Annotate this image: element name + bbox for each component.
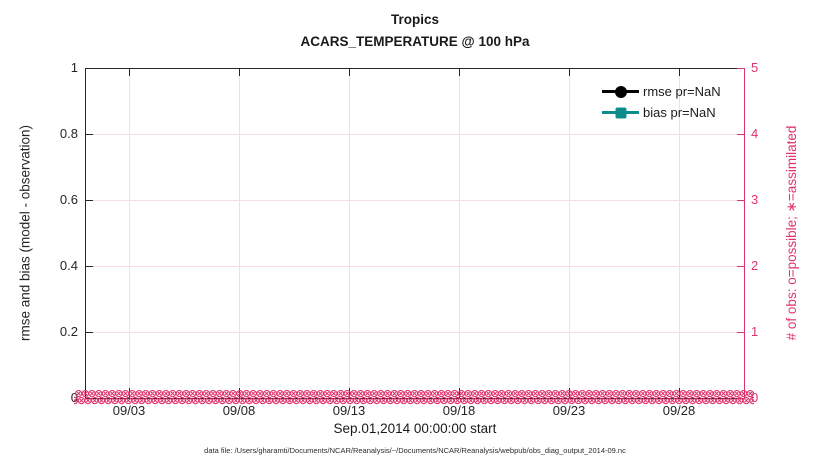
x-tick-top [349, 69, 350, 76]
plot-title: Tropics [390, 12, 439, 27]
x-tick-top [129, 69, 131, 76]
y-tick-left [86, 332, 93, 333]
x-gridline [129, 69, 131, 397]
y-tick-label-right: 2 [751, 258, 759, 273]
x-tick-bottom [349, 388, 350, 398]
x-tick-label: 09/13 [332, 403, 366, 418]
y-tick-label-right: 0 [751, 390, 759, 405]
bias-square-marker [615, 107, 626, 118]
legend-label-rmse: rmse pr=NaN [643, 84, 721, 99]
y-tick-label-left: 0.6 [59, 192, 78, 207]
y-tick-right [737, 68, 744, 69]
rmse-line-sample [602, 85, 639, 98]
legend-item-bias: bias pr=NaN [602, 102, 721, 123]
y-tick-left [86, 68, 93, 69]
y-tick-left [86, 134, 93, 135]
legend-label-bias: bias pr=NaN [643, 105, 716, 120]
y-gridline [86, 332, 744, 333]
x-tick-bottom [568, 388, 570, 398]
x-tick-top [238, 69, 240, 76]
x-tick-bottom [679, 388, 680, 398]
y-tick-right [737, 134, 744, 135]
y-tick-label-right: 1 [751, 324, 759, 339]
x-tick-label: 09/18 [442, 403, 476, 418]
plot-top-spine [85, 68, 745, 69]
legend: rmse pr=NaN bias pr=NaN [602, 81, 721, 123]
right-y-axis-label: # of obs: o=possible; ∗=assimilated [784, 125, 799, 341]
y-tick-label-right: 4 [751, 126, 759, 141]
obs-count-marker-band: ⊗⊗⊗⊗⊗⊗⊗⊗⊗⊗⊗⊗⊗⊗⊗⊗⊗⊗⊗⊗⊗⊗⊗⊗⊗⊗⊗⊗⊗⊗⊗⊗⊗⊗⊗⊗⊗⊗⊗⊗… [74, 390, 754, 406]
plot-subtitle: ACARS_TEMPERATURE @ 100 hPa [300, 34, 530, 49]
y-tick-right [737, 200, 744, 201]
y-tick-label-left: 0.2 [59, 324, 78, 339]
y-tick-label-right: 3 [751, 192, 759, 207]
x-tick-top [568, 69, 570, 76]
x-tick-label: 09/08 [222, 403, 256, 418]
x-gridline [238, 69, 240, 397]
x-tick-bottom [238, 388, 240, 398]
legend-item-rmse: rmse pr=NaN [602, 81, 721, 102]
x-tick-top [679, 69, 680, 76]
y-gridline [86, 266, 744, 267]
obs-marker-row: ⊗⊗⊗⊗⊗⊗⊗⊗⊗⊗⊗⊗⊗⊗⊗⊗⊗⊗⊗⊗⊗⊗⊗⊗⊗⊗⊗⊗⊗⊗⊗⊗⊗⊗⊗⊗⊗⊗⊗⊗… [74, 390, 754, 400]
x-tick-label: 09/23 [552, 403, 586, 418]
y-tick-left [86, 200, 93, 201]
x-tick-label: 09/28 [662, 403, 696, 418]
y-tick-right [737, 332, 744, 333]
obs-marker-row: ⊗⊗⊗⊗⊗⊗⊗⊗⊗⊗⊗⊗⊗⊗⊗⊗⊗⊗⊗⊗⊗⊗⊗⊗⊗⊗⊗⊗⊗⊗⊗⊗⊗⊗⊗⊗⊗⊗⊗⊗… [74, 394, 754, 406]
y-tick-left [86, 398, 93, 399]
x-gridline [349, 69, 350, 397]
y-tick-label-left: 1 [70, 60, 78, 75]
y-tick-label-right: 5 [751, 60, 759, 75]
y-gridline [86, 200, 744, 201]
y-tick-right [737, 266, 744, 267]
x-gridline [679, 69, 680, 397]
plot-right-spine [743, 68, 745, 399]
left-y-axis-label: rmse and bias (model - observation) [17, 124, 33, 342]
y-tick-label-left: 0.8 [59, 126, 78, 141]
y-tick-label-left: 0.4 [59, 258, 78, 273]
x-gridline [459, 69, 461, 397]
bias-line-sample [602, 107, 639, 118]
y-tick-left [86, 266, 93, 267]
plot-bottom-spine [85, 398, 745, 399]
x-tick-top [459, 69, 461, 76]
plot-left-spine [85, 68, 86, 399]
y-gridline [86, 134, 744, 135]
x-tick-bottom [459, 388, 461, 398]
y-tick-label-left: 0 [70, 390, 78, 405]
x-axis-label: Sep.01,2014 00:00:00 start [333, 421, 497, 436]
x-tick-bottom [129, 388, 131, 398]
data-file-caption: data file: /Users/gharamti/Documents/NCA… [204, 446, 626, 455]
x-tick-label: 09/03 [112, 403, 146, 418]
rmse-circle-marker [614, 85, 627, 98]
x-gridline [568, 69, 570, 397]
y-tick-right [737, 398, 744, 399]
